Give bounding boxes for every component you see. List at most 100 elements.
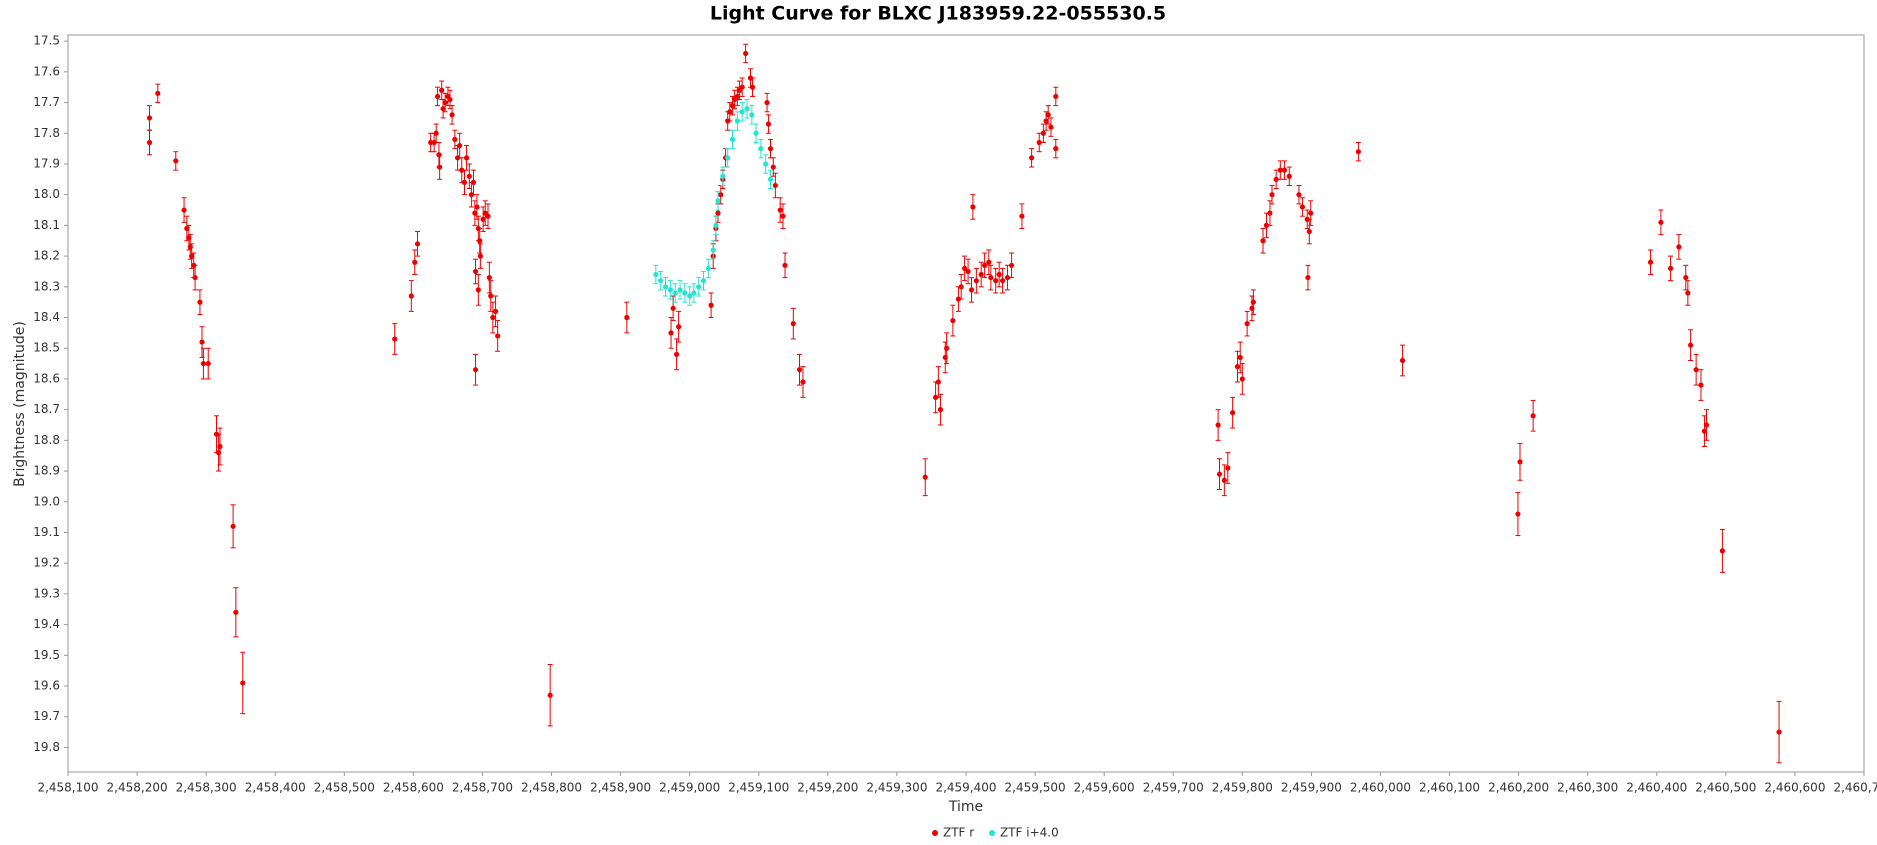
x-tick-label: 2,460,500	[1695, 781, 1756, 795]
point	[624, 314, 630, 321]
point	[414, 241, 421, 247]
point	[449, 112, 455, 118]
point	[1685, 290, 1691, 296]
point	[1517, 459, 1523, 465]
point	[475, 287, 481, 293]
point	[1277, 167, 1283, 173]
point	[978, 271, 984, 278]
point	[658, 278, 664, 284]
point	[772, 182, 778, 189]
point	[461, 179, 468, 185]
legend-marker	[989, 830, 995, 836]
x-tick-label: 2,458,300	[176, 781, 237, 795]
point	[790, 321, 796, 327]
point	[970, 204, 976, 210]
point	[1004, 274, 1011, 281]
point	[240, 680, 246, 686]
point	[1008, 262, 1015, 268]
point	[173, 158, 179, 164]
legend-marker	[932, 830, 938, 836]
point	[1048, 124, 1054, 130]
point	[1688, 342, 1694, 348]
point	[1230, 410, 1236, 416]
legend-label: ZTF i+4.0	[1000, 826, 1059, 840]
point	[922, 474, 928, 480]
point	[718, 192, 724, 198]
y-tick-label: 19.7	[33, 709, 60, 723]
point	[749, 112, 755, 118]
point	[944, 345, 950, 351]
point	[1029, 155, 1035, 161]
point	[199, 339, 205, 345]
point	[1053, 93, 1059, 100]
chart-title: Light Curve for BLXC J183959.22-055530.5	[710, 3, 1166, 25]
point	[744, 106, 750, 112]
point	[439, 87, 445, 93]
point	[1273, 176, 1279, 182]
point	[434, 93, 441, 100]
x-tick-label: 2,459,700	[1143, 781, 1204, 795]
point	[437, 164, 443, 170]
point	[749, 84, 756, 90]
point	[696, 284, 702, 290]
point	[1703, 422, 1710, 428]
point	[452, 136, 458, 143]
x-tick-label: 2,460,200	[1488, 781, 1549, 795]
point	[463, 155, 470, 161]
y-tick-label: 17.6	[33, 64, 60, 78]
point	[993, 278, 999, 284]
point	[777, 207, 783, 213]
point	[433, 130, 439, 136]
point	[472, 367, 479, 373]
x-tick-label: 2,458,800	[521, 781, 582, 795]
point	[470, 179, 477, 185]
y-tick-label: 19.2	[33, 556, 60, 570]
y-tick-label: 17.8	[33, 126, 60, 140]
point	[1776, 729, 1782, 735]
point	[1043, 118, 1049, 124]
point	[1530, 413, 1536, 419]
point	[1040, 130, 1046, 136]
point	[1647, 259, 1654, 265]
legend-label: ZTF r	[943, 826, 974, 840]
point	[782, 262, 788, 268]
point	[1667, 265, 1674, 271]
point	[937, 407, 944, 413]
point	[765, 121, 772, 127]
x-tick-label: 2,460,700	[1833, 781, 1877, 795]
point	[1244, 321, 1250, 327]
point	[1225, 465, 1231, 471]
point	[1701, 428, 1708, 434]
point	[200, 360, 206, 367]
y-tick-label: 18.3	[33, 279, 60, 293]
point	[667, 287, 673, 293]
x-tick-label: 2,459,300	[866, 781, 927, 795]
point	[217, 443, 223, 450]
point	[1305, 274, 1311, 281]
point	[800, 379, 806, 385]
point	[962, 265, 968, 271]
x-tick-label: 2,459,500	[1005, 781, 1066, 795]
point	[472, 268, 479, 275]
point	[466, 173, 472, 179]
point	[1683, 274, 1689, 281]
y-tick-label: 18.7	[33, 402, 60, 416]
point	[739, 84, 745, 90]
point	[1269, 192, 1275, 198]
x-tick-label: 2,458,500	[314, 781, 375, 795]
point	[1296, 192, 1302, 198]
point	[996, 271, 1002, 278]
point	[1053, 146, 1059, 152]
point	[189, 253, 195, 259]
point	[184, 225, 190, 232]
point	[715, 210, 721, 216]
point	[155, 90, 161, 96]
point	[677, 287, 683, 293]
x-tick-label: 2,460,600	[1764, 781, 1825, 795]
point	[955, 296, 962, 302]
point	[676, 324, 682, 330]
point	[1000, 278, 1006, 284]
point	[739, 109, 745, 115]
point	[1216, 471, 1223, 477]
point	[486, 274, 492, 281]
